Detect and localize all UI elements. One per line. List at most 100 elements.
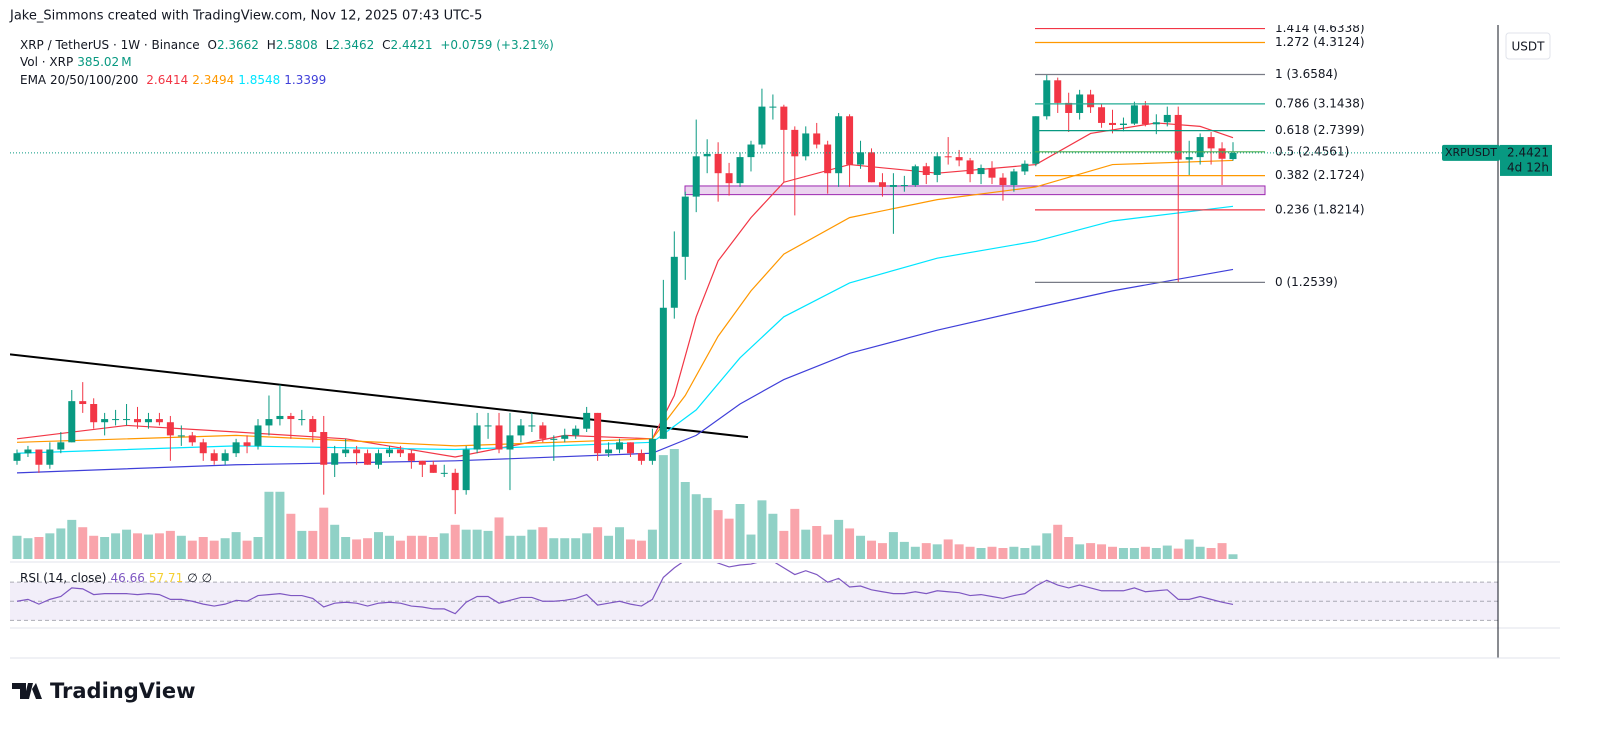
candle-body [1229, 152, 1237, 160]
candle-body [451, 472, 459, 491]
candle-body [1054, 80, 1062, 103]
volume-bar [428, 537, 438, 559]
candle-body [254, 425, 262, 446]
price-box [1500, 144, 1552, 176]
legend-ema: EMA 20/50/100/200 2.6414 2.3494 1.8548 1.33… [20, 73, 330, 87]
vol-title[interactable]: Vol · XRP [20, 55, 74, 69]
volume-bar [899, 541, 909, 559]
candle-body [977, 167, 985, 175]
candle-body [922, 166, 930, 175]
volume-bar [1108, 546, 1117, 559]
candle-body [342, 449, 350, 454]
volume-bar [823, 534, 833, 559]
volume-bar [801, 529, 811, 559]
price-label-symbol: XRPUSDT [1445, 146, 1497, 159]
candle-body [1065, 102, 1073, 113]
volume-bar [297, 530, 307, 559]
volume-bar [888, 532, 898, 559]
volume-bar [1118, 548, 1128, 559]
candle-body [112, 419, 120, 421]
volume-bar [1140, 546, 1150, 559]
volume-bar [1217, 543, 1227, 559]
candle-body [35, 449, 43, 465]
volume-bar [1097, 544, 1107, 559]
axes: USDT Jake_Simmons created with TradingVi… [9, 9, 1560, 703]
ema-line [16, 122, 1234, 458]
volume-bar [1195, 546, 1205, 559]
candle-body [210, 453, 218, 461]
rsi-extra: ∅ [187, 571, 198, 585]
candle-body [824, 144, 832, 174]
volume-bar [593, 527, 603, 559]
candle-body [385, 449, 393, 454]
candle-body [758, 106, 766, 145]
ema-title[interactable]: EMA 20/50/100/200 [20, 73, 139, 87]
candle-body [1185, 157, 1193, 160]
rsi-value: 46.66 [110, 571, 145, 585]
volume-bar [636, 540, 646, 559]
fib-label: 1.272 (4.3124) [1275, 35, 1365, 49]
candle-body [177, 435, 185, 437]
volume-bar [1228, 554, 1238, 559]
candle-body [846, 116, 854, 165]
candle-body [221, 453, 229, 461]
candle-body [1174, 114, 1182, 160]
volume-bar [133, 533, 143, 559]
candle-body [68, 401, 76, 443]
candle-body [692, 156, 700, 197]
volume-bar [768, 513, 778, 559]
ema-line [16, 159, 1234, 447]
volume-bar [527, 529, 537, 559]
candle-body [944, 156, 952, 158]
volume-bar [1206, 548, 1216, 559]
candle-body [265, 419, 273, 426]
volume-bar [308, 530, 318, 559]
volume-bar [417, 535, 427, 559]
candle-body [144, 419, 152, 423]
symbol[interactable]: XRP / TetherUS · 1W · Binance [20, 38, 200, 52]
legend-volume: Vol · XRP 385.02 M [20, 55, 136, 69]
volume-bar [209, 540, 219, 559]
rsi-extra: ∅ [201, 571, 213, 585]
volume-bar [625, 539, 635, 559]
candle-body [1010, 171, 1018, 186]
volume-bar [735, 504, 745, 559]
volume-bar [111, 533, 121, 559]
rsi-title[interactable]: RSI (14, close) [20, 571, 107, 585]
candle-body [539, 425, 547, 439]
vol-unit: M [121, 55, 132, 69]
volume-bar [23, 538, 33, 559]
candle-body [769, 106, 777, 108]
volume-bar [516, 535, 526, 559]
fib-label: 0 (1.2539) [1275, 275, 1338, 289]
candle-body [1109, 122, 1116, 125]
volume-bar [352, 539, 362, 559]
candle-body [232, 442, 240, 454]
rsi-ma-value: 57.71 [148, 571, 184, 585]
c-label: C [382, 38, 391, 52]
volume-bar [505, 535, 515, 559]
candle-body [659, 307, 667, 439]
candle-body [813, 133, 821, 145]
volume-bar [67, 519, 77, 559]
candle-body [966, 160, 974, 175]
unit-box[interactable] [1505, 32, 1551, 60]
candle-body [780, 106, 788, 130]
volume-bar [746, 534, 756, 559]
volume-bar [976, 548, 986, 559]
volume-bar [779, 530, 789, 559]
fib-label: 0.786 (3.1438) [1275, 96, 1365, 110]
candle-body [747, 144, 755, 158]
candle-body [506, 435, 514, 450]
candle-body [550, 438, 558, 440]
candle-body [933, 156, 941, 175]
candle-body [637, 453, 645, 461]
volume-bar [582, 533, 592, 559]
candle-body [725, 173, 733, 184]
candle-body [298, 419, 306, 421]
volume-bar [790, 508, 800, 559]
h-value: 2.5808 [275, 38, 318, 52]
price-value: 2.4421 [1507, 145, 1549, 159]
